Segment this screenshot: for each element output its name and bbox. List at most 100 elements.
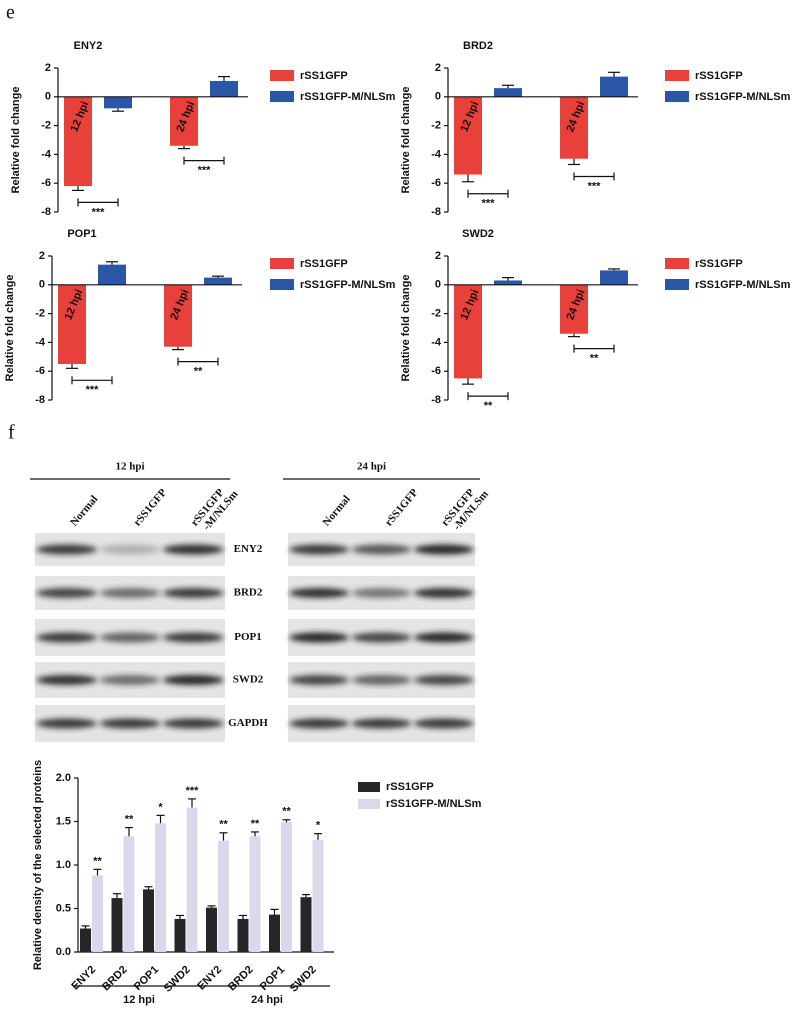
y-tick-label: 0 <box>45 91 51 103</box>
blot-band <box>36 544 98 555</box>
y-axis-label: Relative fold change <box>4 275 16 382</box>
blot-band <box>289 588 350 598</box>
y-tick-label: -2 <box>41 120 51 132</box>
y-tick-label: 2.0 <box>56 772 71 784</box>
chart-title: POP1 <box>67 228 96 240</box>
bar <box>92 875 103 952</box>
blot-group-label: 24 hpi <box>357 461 386 473</box>
blot-band <box>413 632 474 643</box>
blot-group-label: 12 hpi <box>115 461 144 473</box>
legend-label: rSS1GFP <box>300 258 348 270</box>
y-tick-label: 2 <box>435 250 441 262</box>
blot-band <box>289 718 350 729</box>
bar <box>64 96 92 187</box>
y-tick-label: -8 <box>431 394 441 406</box>
y-tick-label: 0 <box>39 279 45 291</box>
x-tick-label: BRD2 <box>100 964 130 994</box>
y-tick-label: 0.0 <box>56 946 71 958</box>
y-tick-label: -6 <box>431 365 441 377</box>
bar <box>80 928 91 952</box>
panel-label: e <box>6 2 15 24</box>
blot-band <box>289 632 350 643</box>
bar <box>210 80 238 97</box>
bar <box>494 280 522 285</box>
y-tick-label: -6 <box>35 365 45 377</box>
y-tick-label: 0.5 <box>56 902 71 914</box>
legend-label: rSS1GFP-M/NLSm <box>300 91 396 103</box>
bar <box>174 918 186 952</box>
significance-label: ** <box>590 353 599 365</box>
blot-band <box>289 544 350 555</box>
x-tick-label: ENY2 <box>69 964 98 993</box>
x-tick-label: ENY2 <box>195 964 224 993</box>
blot-band <box>99 544 161 555</box>
legend-label: rSS1GFP <box>695 70 743 82</box>
bar <box>204 277 232 285</box>
significance-label: ** <box>251 818 260 830</box>
blot-band <box>99 718 161 729</box>
legend-label: rSS1GFP <box>695 258 743 270</box>
y-tick-label: -6 <box>41 177 51 189</box>
y-tick-label: 0 <box>435 91 441 103</box>
blot-band <box>36 588 98 598</box>
legend-swatch <box>665 258 689 269</box>
group-label: 12 hpi <box>123 994 155 1006</box>
blot-band <box>36 675 98 685</box>
bar <box>249 836 261 952</box>
bar <box>312 839 324 952</box>
chart-title: SWD2 <box>462 228 494 240</box>
blot-band <box>162 718 224 729</box>
y-tick-label: 2 <box>39 250 45 262</box>
y-tick-label: -4 <box>41 148 52 160</box>
bar <box>186 807 198 952</box>
legend-swatch <box>270 279 294 290</box>
legend-label: rSS1GFP-M/NLSm <box>695 279 791 291</box>
blot-band <box>413 718 474 729</box>
significance-label: ** <box>484 400 493 412</box>
y-tick-label: -4 <box>431 148 442 160</box>
y-axis-label: Relative fold change <box>400 275 412 382</box>
chart-title: ENY2 <box>74 40 103 52</box>
significance-label: *** <box>198 165 212 177</box>
blot-band <box>36 632 98 643</box>
y-tick-label: 2 <box>45 62 51 74</box>
bar <box>170 96 198 146</box>
legend-swatch <box>358 799 380 809</box>
bar <box>560 96 588 159</box>
blot-protein-label: ENY2 <box>234 543 263 555</box>
legend-label: rSS1GFP-M/NLSm <box>386 798 482 810</box>
blot-protein-label: GAPDH <box>228 717 268 729</box>
bar <box>58 284 86 364</box>
y-tick-label: -2 <box>431 308 441 320</box>
bar <box>218 840 229 952</box>
bar <box>164 284 192 347</box>
bar <box>237 918 249 952</box>
blot-band <box>162 588 224 598</box>
significance-label: *** <box>186 785 200 797</box>
blot-band <box>351 632 412 643</box>
blot-band <box>99 632 161 643</box>
blot-lane-label: Normal <box>68 493 100 528</box>
panel-label: f <box>8 422 15 444</box>
blot-lane-label: rSS1GFP <box>131 486 169 528</box>
y-tick-label: -8 <box>35 394 45 406</box>
bar <box>600 270 628 285</box>
y-tick-label: -8 <box>431 206 441 218</box>
legend-label: rSS1GFP <box>300 70 348 82</box>
y-tick-label: -8 <box>41 206 51 218</box>
legend-label: rSS1GFP-M/NLSm <box>695 91 791 103</box>
significance-label: ** <box>194 366 203 378</box>
y-axis-label: Relative fold change <box>400 87 412 194</box>
bar <box>560 284 588 334</box>
x-tick-label: SWD2 <box>162 964 193 995</box>
x-tick-label: POP1 <box>132 964 161 993</box>
blot-band <box>99 588 161 598</box>
group-label: 24 hpi <box>251 994 283 1006</box>
legend-label: rSS1GFP <box>386 781 434 793</box>
bar <box>206 907 217 952</box>
x-tick-label: BRD2 <box>226 964 256 994</box>
blot-band <box>162 544 224 555</box>
bar <box>269 914 280 952</box>
significance-label: *** <box>482 198 496 210</box>
